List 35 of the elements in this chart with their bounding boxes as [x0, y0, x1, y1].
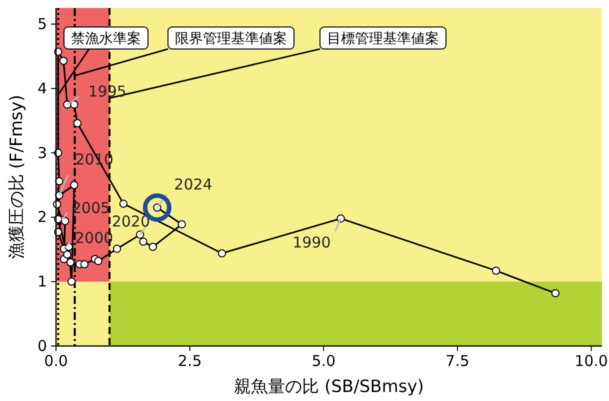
ref-line-label: 禁漁水準案: [71, 30, 141, 47]
point: [551, 289, 560, 298]
y-tick-label: 4: [37, 79, 47, 98]
x-tick-label: 2.5: [178, 352, 202, 370]
point: [148, 242, 157, 251]
x-tick-label: 5.0: [312, 352, 336, 370]
x-tick-label: 10.0: [574, 352, 608, 370]
y-tick-label: 1: [37, 272, 47, 291]
annotation: 2024: [174, 176, 212, 194]
point: [66, 258, 75, 266]
point: [73, 119, 82, 128]
annotation: 1990: [292, 234, 331, 252]
point: [178, 220, 186, 228]
point: [70, 180, 78, 190]
point: [218, 249, 226, 258]
ref-line-label: 限界管理基準値案: [175, 30, 287, 47]
y-axis-title: 漁獲圧の比 (F/Fmsy): [7, 94, 27, 260]
point: [94, 256, 102, 266]
point: [63, 250, 72, 259]
point: [139, 238, 148, 246]
x-tick-label: 0.0: [44, 352, 68, 370]
y-tick-label: 3: [37, 144, 47, 162]
point: [67, 278, 76, 286]
ref-line-label: 目標管理基準値案: [327, 30, 439, 47]
point: [59, 56, 68, 65]
y-tick-label: 2: [37, 208, 47, 226]
point: [119, 200, 128, 208]
annotation: 2020: [112, 212, 150, 231]
point: [492, 266, 500, 275]
y-tick-label: 0: [37, 337, 47, 355]
point: [80, 260, 88, 268]
y-tick-label: 5: [37, 15, 47, 34]
point: [112, 244, 122, 253]
x-axis-title: 親魚量の比 (SB/SBmsy): [234, 377, 424, 397]
x-tick-label: 7.5: [446, 352, 470, 370]
